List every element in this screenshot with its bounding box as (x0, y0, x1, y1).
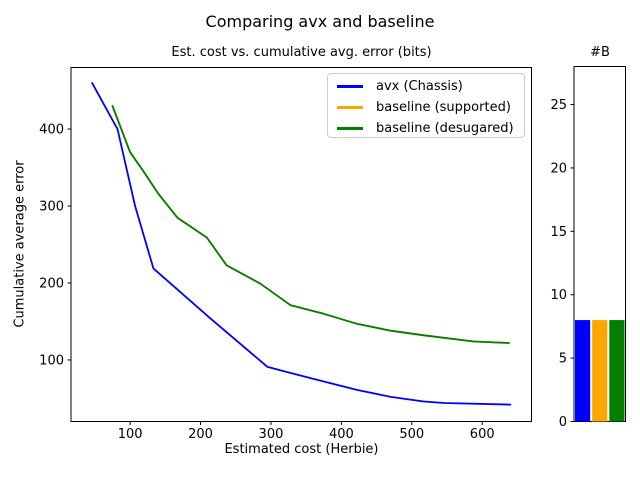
bar-1 (592, 320, 608, 422)
y-tick-label: 100 (39, 353, 64, 368)
figure-title: Comparing avx and baseline (205, 12, 435, 31)
bar-y-tick-label: 25 (550, 98, 567, 113)
x-tick-label: 600 (470, 427, 495, 442)
bar-2 (609, 320, 625, 422)
legend-line-swatch-baseline-desugared (337, 127, 363, 130)
legend-label: baseline (supported) (376, 100, 511, 115)
legend-line-swatch-baseline-supported (337, 106, 363, 109)
legend-item-baseline-supported: baseline (supported) (337, 97, 524, 118)
x-tick-label: 300 (259, 427, 284, 442)
bar-y-tick-label: 5 (559, 352, 567, 367)
bar-y-tick-label: 15 (550, 225, 567, 240)
y-tick-label: 400 (39, 123, 64, 138)
legend-line-swatch-avx (337, 85, 363, 88)
legend-label: baseline (desugared) (376, 121, 514, 136)
bar-y-tick-label: 0 (559, 415, 567, 430)
x-tick-label: 400 (329, 427, 354, 442)
x-tick-label: 500 (399, 427, 424, 442)
bar-0 (575, 320, 591, 422)
bar-y-tick-label: 10 (550, 288, 567, 303)
x-tick-label: 100 (118, 427, 143, 442)
y-tick-label: 200 (39, 276, 64, 291)
series-line-1 (111, 105, 510, 344)
legend: avx (Chassis) baseline (supported) basel… (327, 73, 525, 138)
left-axes-frame (70, 67, 532, 422)
y-axis-label: Cumulative average error (12, 160, 28, 328)
series-line-2 (111, 105, 510, 344)
x-tick-label: 200 (188, 427, 213, 442)
legend-item-baseline-desugared: baseline (desugared) (337, 118, 524, 139)
x-axis-label: Estimated cost (Herbie) (224, 442, 379, 457)
bar-y-tick-label: 20 (550, 161, 567, 176)
legend-label: avx (Chassis) (376, 79, 463, 94)
right-plot-title: #B (590, 45, 610, 60)
left-plot-title: Est. cost vs. cumulative avg. error (bit… (171, 45, 432, 60)
y-tick-label: 300 (39, 200, 64, 215)
series-line-0 (91, 82, 512, 406)
legend-item-avx: avx (Chassis) (337, 76, 524, 97)
